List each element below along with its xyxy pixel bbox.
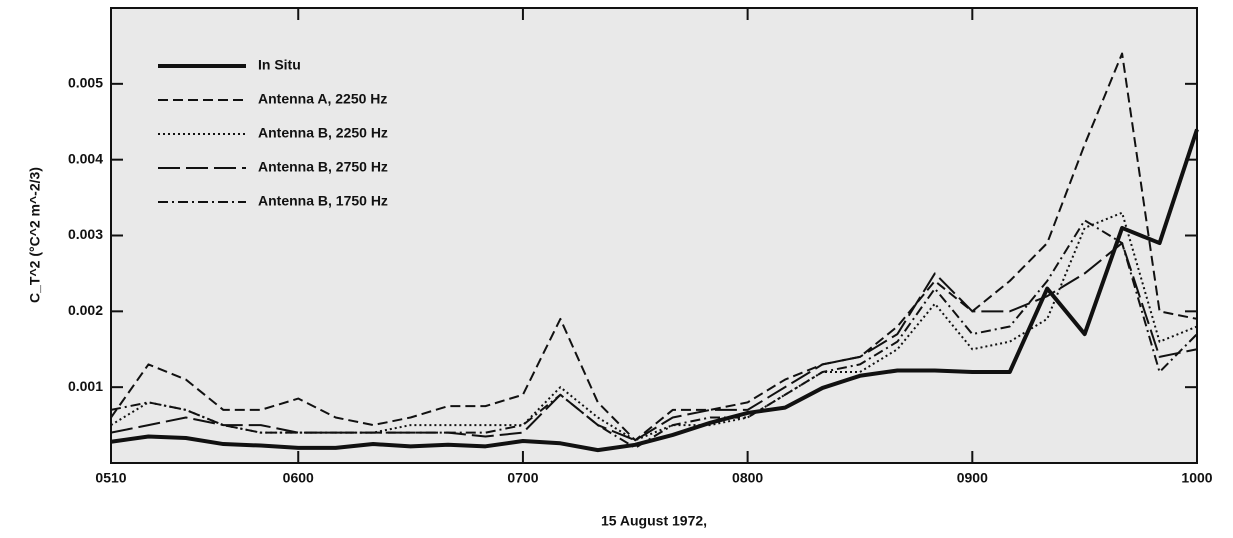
- plot-area: [110, 7, 1198, 464]
- series-line: [110, 219, 1198, 449]
- y-axis-label: C_T^2 (°C^2 m^-2/3): [27, 167, 43, 303]
- legend-label: In Situ: [258, 57, 301, 73]
- y-tick-label: 0.004: [68, 150, 103, 166]
- legend-label: Antenna B, 2250 Hz: [258, 125, 388, 141]
- series-line: [110, 242, 1198, 442]
- legend-label: Antenna B, 1750 Hz: [258, 193, 388, 209]
- x-tick-label: 0800: [732, 470, 763, 486]
- legend-label: Antenna A, 2250 Hz: [258, 91, 387, 107]
- x-tick-label: 0700: [507, 470, 538, 486]
- x-axis-label: 15 August 1972,: [601, 513, 707, 529]
- x-tick-label: 0510: [95, 470, 126, 486]
- x-tick-label: 0900: [957, 470, 988, 486]
- y-tick-label: 0.003: [68, 226, 103, 242]
- y-tick-label: 0.001: [68, 378, 103, 394]
- y-tick-label: 0.002: [68, 302, 103, 318]
- series-line: [110, 128, 1199, 453]
- y-tick-label: 0.005: [68, 75, 103, 91]
- legend-label: Antenna B, 2750 Hz: [258, 159, 388, 175]
- x-tick-label: 0600: [283, 470, 314, 486]
- x-tick-label: 1000: [1181, 470, 1212, 486]
